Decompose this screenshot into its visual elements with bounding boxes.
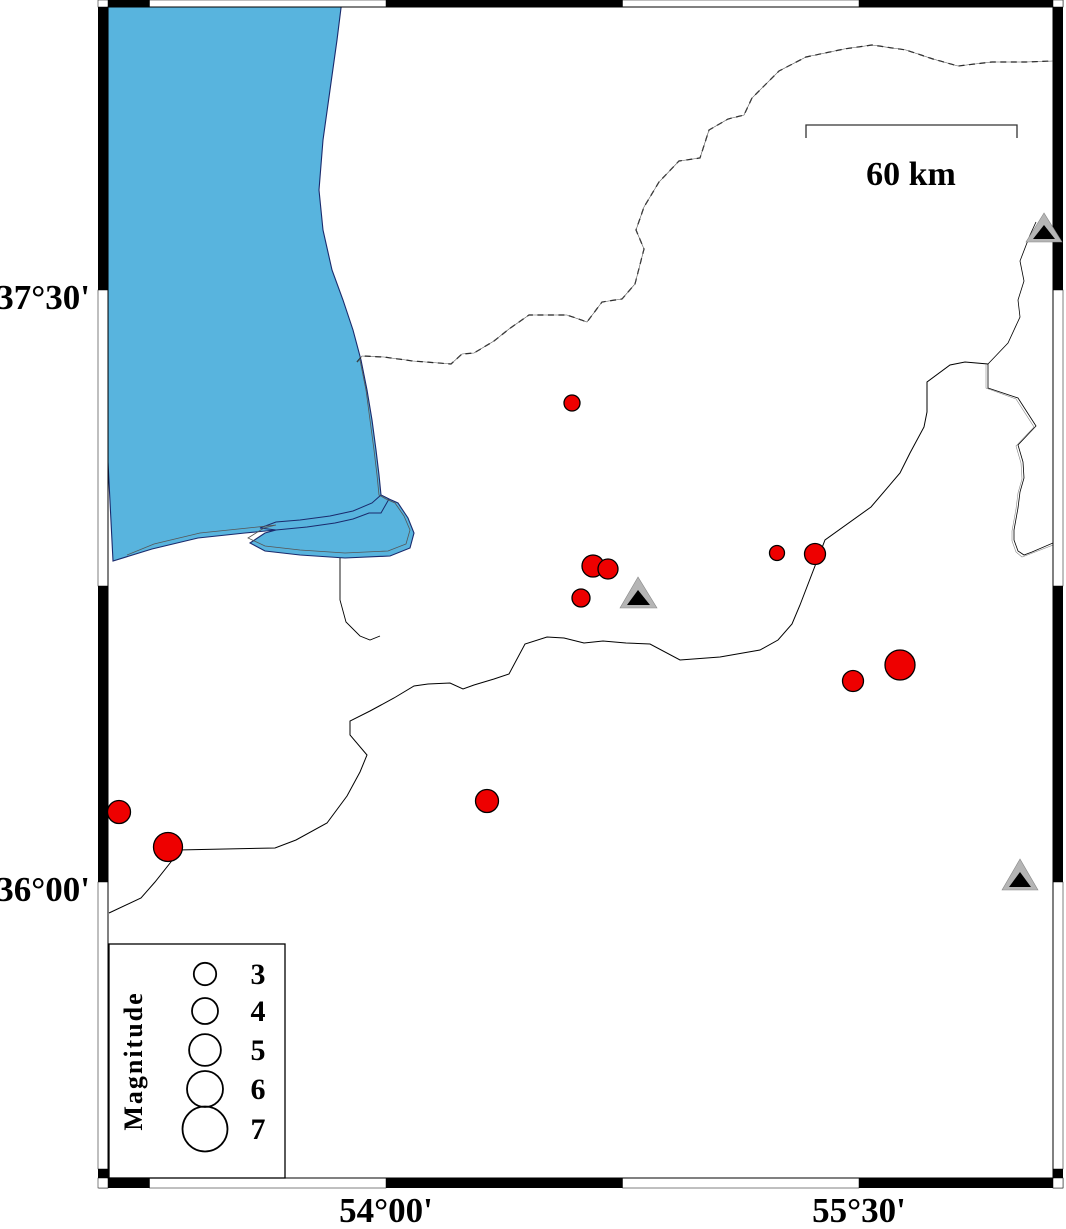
- svg-text:5: 5: [251, 1034, 266, 1067]
- svg-text:55°30': 55°30': [812, 1191, 906, 1229]
- svg-text:3: 3: [251, 958, 266, 991]
- svg-text:36°00': 36°00': [0, 870, 90, 909]
- svg-text:7: 7: [251, 1113, 266, 1146]
- svg-text:60 km: 60 km: [866, 156, 956, 193]
- svg-text:4: 4: [251, 995, 266, 1028]
- svg-text:6: 6: [251, 1073, 266, 1106]
- svg-text:54°00': 54°00': [339, 1191, 433, 1229]
- svg-text:37°30': 37°30': [0, 278, 90, 317]
- svg-text:Magnitude: Magnitude: [119, 991, 148, 1130]
